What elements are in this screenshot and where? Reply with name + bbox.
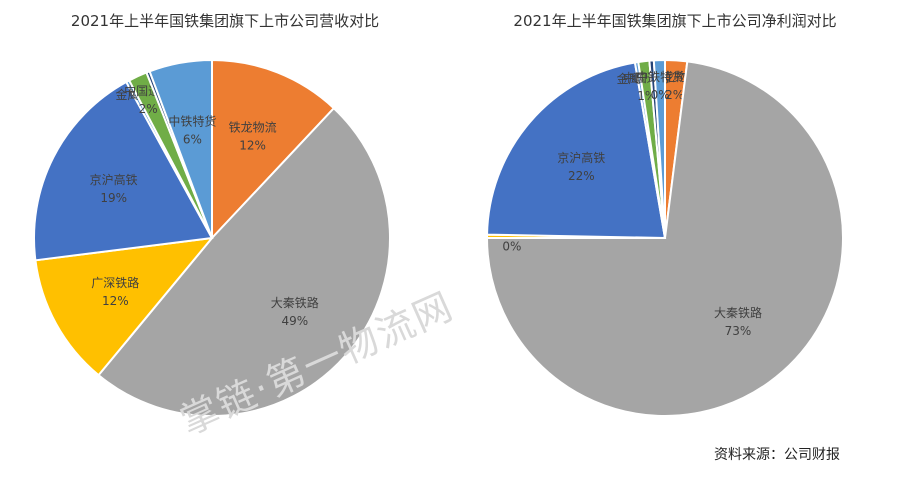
revenue-slice-pct-2: 12% [102,294,129,308]
profit-pie-chart: 铁龙物流2%大秦铁路73%广深铁路0%京沪高铁22%金鹰重工中国通号1%中铁特货… [485,58,844,417]
profit-slice-pct-2: 0% [502,240,521,254]
revenue-slice-pct-3: 19% [100,191,127,205]
profit-pie-panel: 2021年上半年国铁集团旗下上市公司净利润对比 铁龙物流2%大秦铁路73%广深铁… [450,0,900,492]
revenue-chart-title: 2021年上半年国铁集团旗下上市公司营收对比 [70,12,380,30]
revenue-slice-label-0: 铁龙物流 [229,120,277,134]
profit-slice-pct-7: 0% [651,88,670,102]
profit-slice-pct-3: 22% [568,169,595,183]
revenue-slice-pct-1: 49% [281,314,308,328]
profit-slice-label-3: 京沪高铁 [557,150,605,165]
revenue-slice-1 [97,106,391,417]
revenue-slice-0 [211,58,336,241]
revenue-slice-pct-0: 12% [239,138,266,152]
revenue-slice-pct-5: 2% [139,102,158,116]
revenue-slice-pct-7: 6% [183,132,202,146]
source-note: 资料来源：公司财报 [714,447,840,463]
profit-slice-label-7: 中铁特货 [636,69,684,84]
profit-slice-7 [652,58,666,239]
revenue-slice-label-3: 京沪高铁 [90,172,138,187]
profit-slice-label-1: 大秦铁路 [714,305,762,320]
revenue-slice-7 [148,58,213,239]
revenue-slice-label-1: 大秦铁路 [271,295,319,310]
revenue-pie-panel: 2021年上半年国铁集团旗下上市公司营收对比 铁龙物流 12% 大秦铁路 49% 广深铁… [33,12,391,417]
revenue-pie-chart: 铁龙物流12%大秦铁路49%广深铁路12%京沪高铁19%金鹰重工中国通号2%中铁… [33,58,391,417]
revenue-slice-label-7: 中铁特货 [168,113,216,128]
profit-slice-pct-1: 73% [725,324,752,338]
profit-chart-title: 2021年上半年国铁集团旗下上市公司净利润对比 [513,12,837,30]
revenue-slice-2 [34,236,215,377]
profit-slice-3 [486,61,667,240]
revenue-slice-label-2: 广深铁路 [91,275,139,290]
revenue-slice-3 [33,80,214,262]
profit-slice-pct-0: 2% [665,88,684,102]
